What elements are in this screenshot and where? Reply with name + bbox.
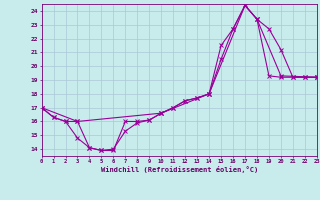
X-axis label: Windchill (Refroidissement éolien,°C): Windchill (Refroidissement éolien,°C) <box>100 166 258 173</box>
